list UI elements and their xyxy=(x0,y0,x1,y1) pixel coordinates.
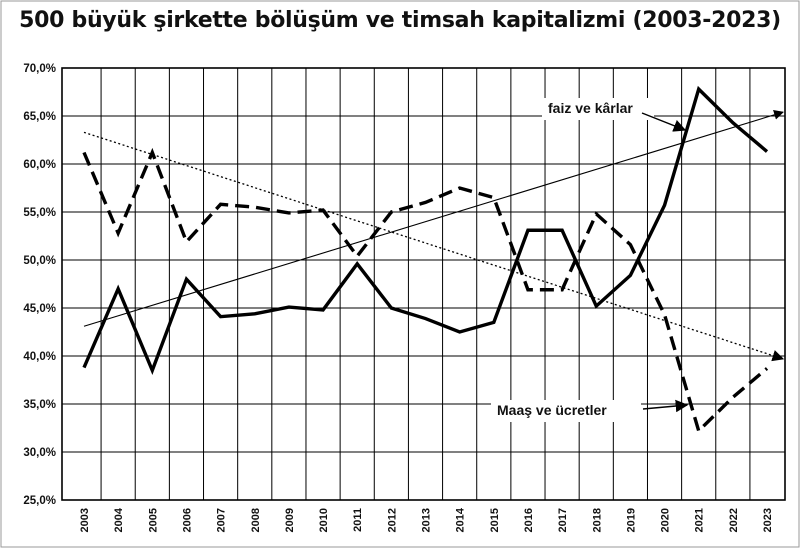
x-tick-label: 2018 xyxy=(591,508,603,532)
y-tick-label: 45,0% xyxy=(23,303,56,315)
x-axis-ticks: 2003 2004 2005 2006 2007 2008 2009 2010 2011 2012… xyxy=(79,507,774,532)
annotation-label: faiz ve kârlar xyxy=(548,100,633,116)
annotation-background xyxy=(542,98,654,120)
x-tick-label: 2013 xyxy=(421,508,433,532)
grid xyxy=(61,67,786,501)
y-tick-label: 70,0% xyxy=(23,63,56,75)
x-tick-label: 2009 xyxy=(284,508,296,532)
x-tick-label: 2012 xyxy=(386,508,398,532)
annotation-arrow xyxy=(642,399,689,413)
x-tick-label: 2006 xyxy=(181,508,193,532)
chart-title: 500 büyük şirkette bölüşüm ve timsah kap… xyxy=(19,8,781,33)
series-line-profits xyxy=(82,85,769,376)
series xyxy=(82,85,769,435)
y-axis-ticks: 25,0% 30,0% 35,0% 40,0% 45,0% 50,0% 55,0% 60,0%… xyxy=(23,63,56,507)
x-tick-label: 2021 xyxy=(694,508,706,532)
x-tick-label: 2007 xyxy=(216,508,228,532)
y-tick-label: 65,0% xyxy=(23,111,56,123)
x-tick-label: 2015 xyxy=(489,508,501,532)
x-tick-label: 2011 xyxy=(352,508,364,532)
x-tick-label: 2023 xyxy=(762,508,774,532)
annotation-background xyxy=(491,400,641,422)
annotation-label: Maaş ve ücretler xyxy=(497,402,607,418)
y-tick-label: 60,0% xyxy=(23,159,56,171)
y-tick-label: 35,0% xyxy=(23,399,56,411)
y-tick-label: 55,0% xyxy=(23,207,56,219)
x-tick-label: 2014 xyxy=(455,507,467,532)
x-tick-label: 2008 xyxy=(250,508,262,532)
series-line-wages xyxy=(82,147,769,435)
trendline-2 xyxy=(83,131,785,362)
annotations: faiz ve kârlar Maaş ve ücretler xyxy=(491,98,689,422)
y-tick-label: 50,0% xyxy=(23,255,56,267)
trendline-1 xyxy=(83,110,784,327)
x-tick-label: 2004 xyxy=(113,507,125,532)
y-tick-label: 30,0% xyxy=(23,447,56,459)
x-tick-label: 2017 xyxy=(557,508,569,532)
x-tick-label: 2003 xyxy=(79,508,91,532)
x-tick-label: 2016 xyxy=(523,508,535,532)
x-tick-label: 2022 xyxy=(728,508,740,532)
annotation-arrow xyxy=(641,112,687,132)
plot-area xyxy=(61,67,786,501)
y-tick-label: 40,0% xyxy=(23,351,56,363)
x-tick-label: 2010 xyxy=(318,508,330,532)
x-tick-label: 2005 xyxy=(147,508,159,532)
x-tick-label: 2019 xyxy=(625,508,637,532)
y-tick-label: 25,0% xyxy=(23,495,56,507)
x-tick-label: 2020 xyxy=(660,508,672,532)
